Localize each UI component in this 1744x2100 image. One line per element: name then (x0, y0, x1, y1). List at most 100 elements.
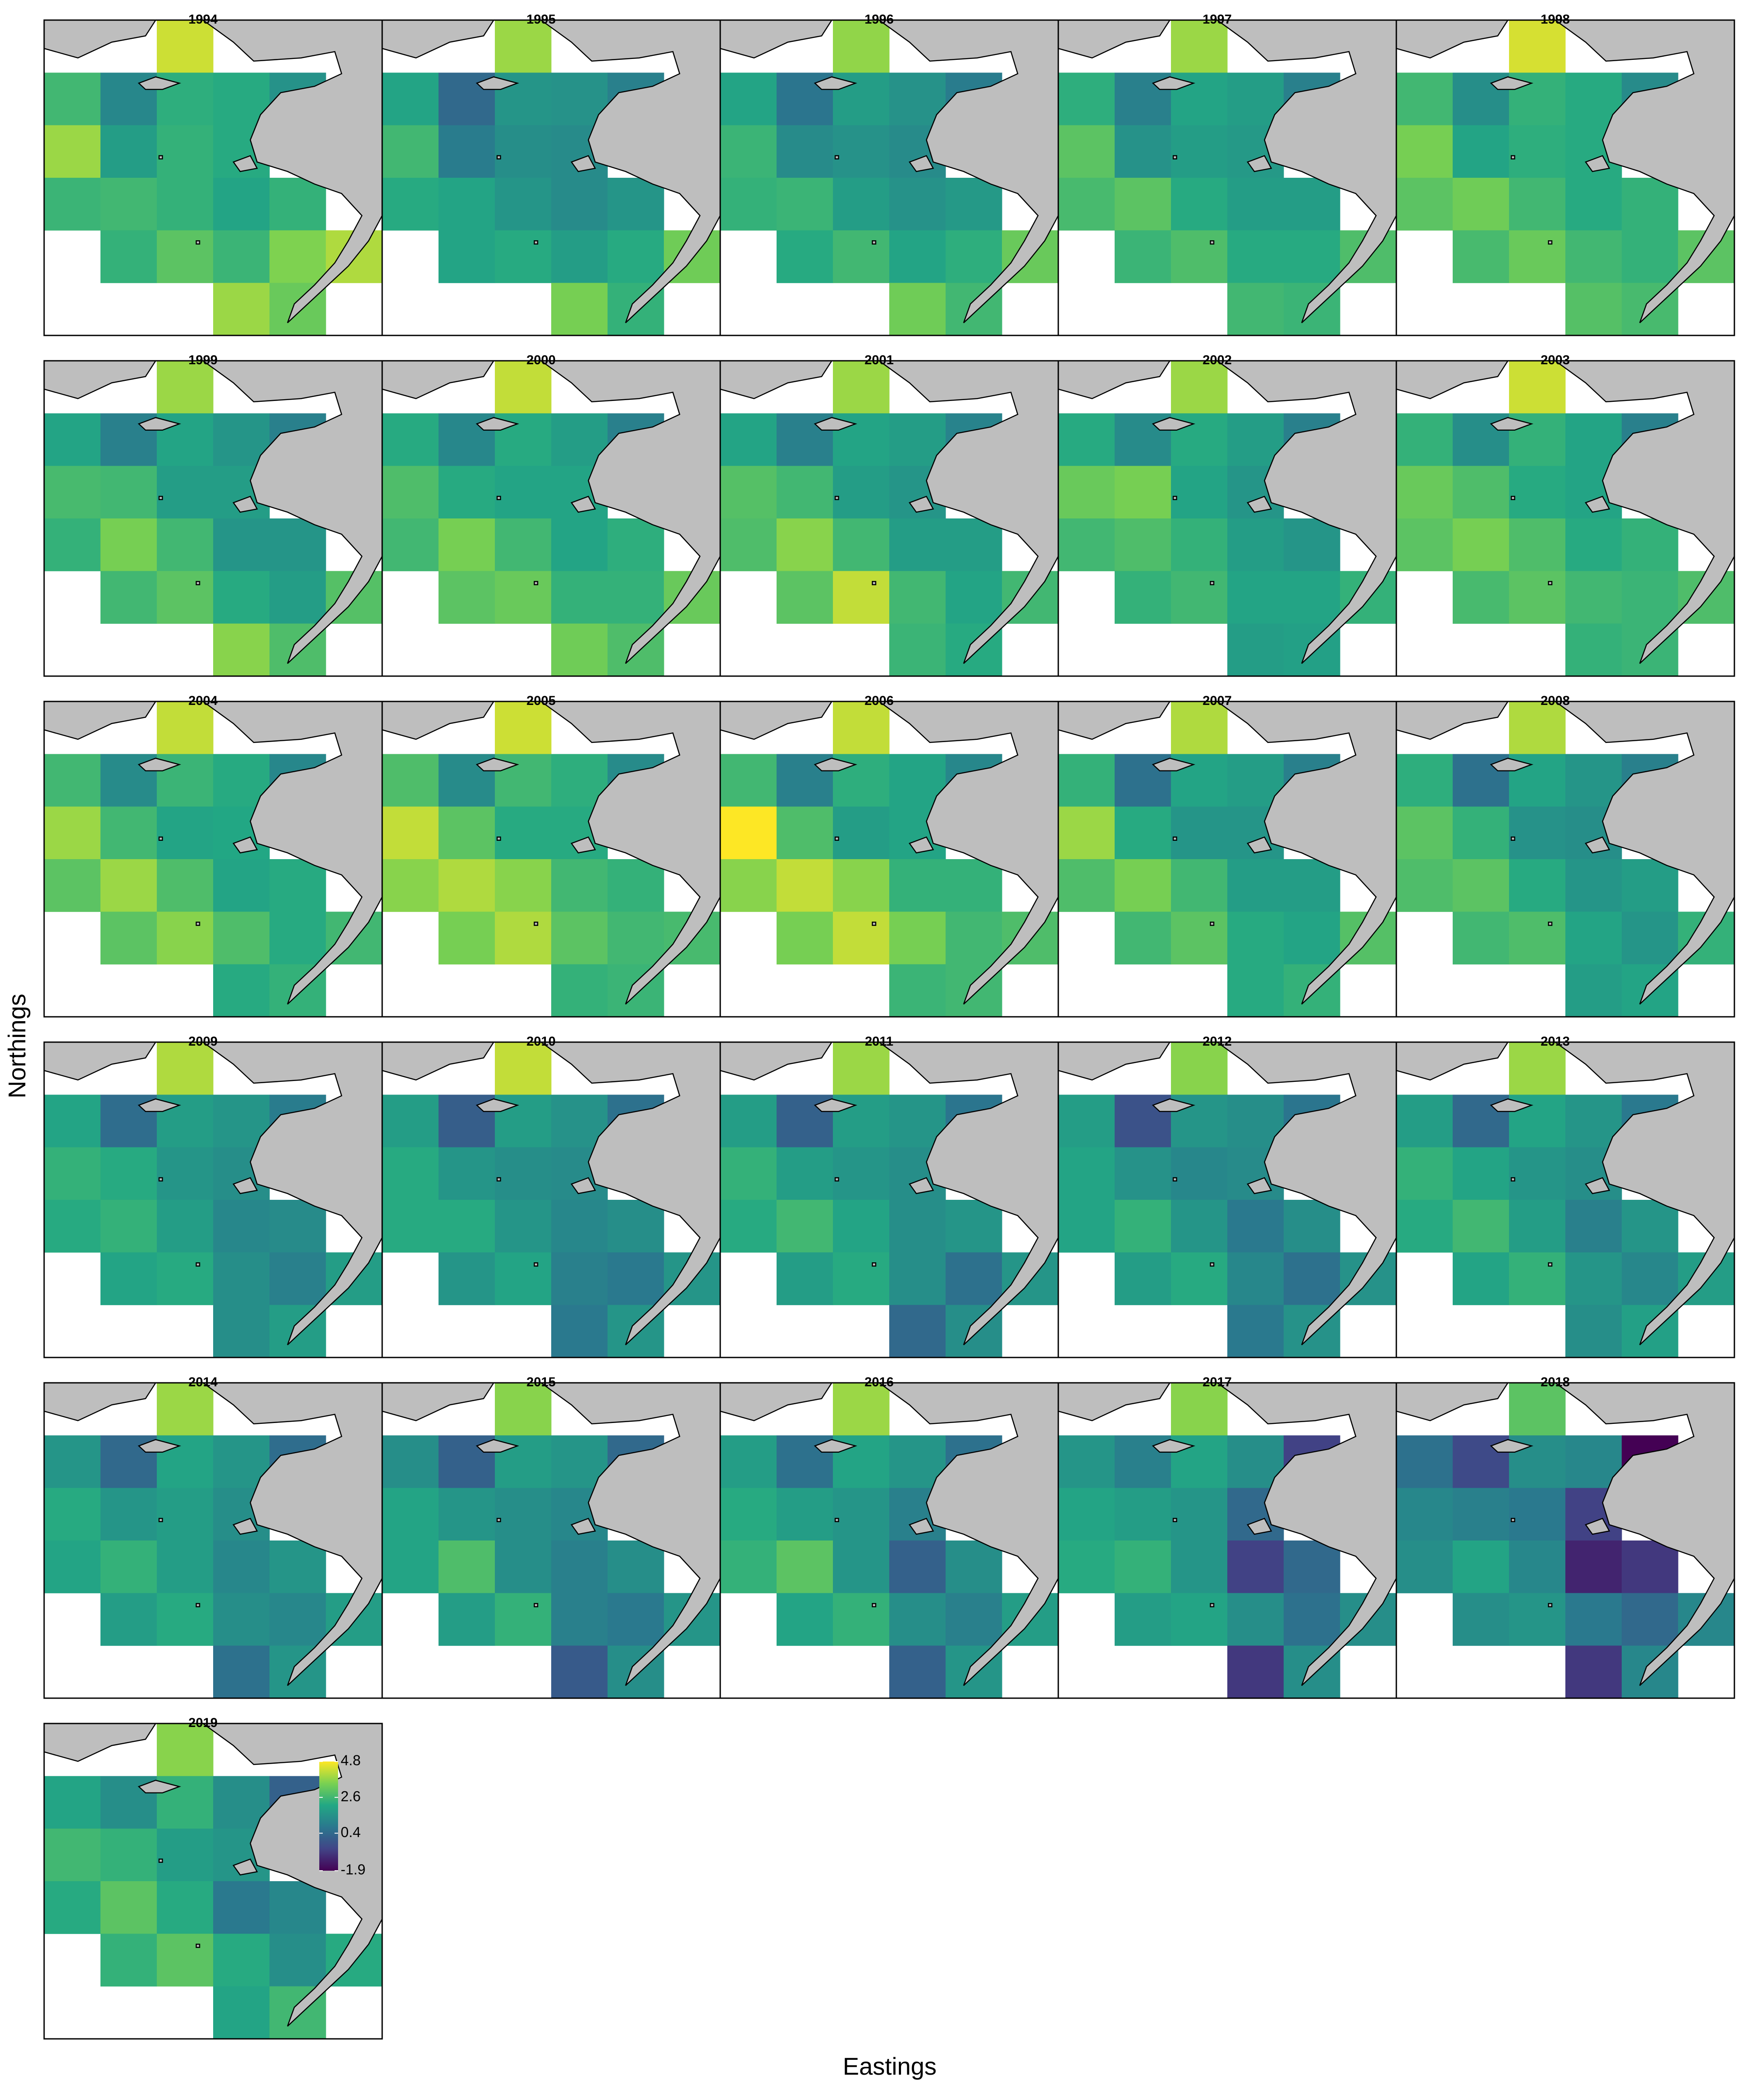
panel-body (382, 701, 720, 1017)
cell (1622, 1252, 1678, 1306)
island (1172, 1177, 1178, 1181)
cell (157, 230, 214, 283)
cell (382, 806, 439, 860)
land (1058, 701, 1171, 740)
island (1585, 495, 1610, 513)
cell (608, 859, 664, 912)
cell (608, 518, 664, 571)
cell (889, 1540, 946, 1593)
island (1510, 1518, 1516, 1522)
panel-title: 1996 (864, 12, 894, 27)
panel-body (720, 20, 1058, 335)
cell (157, 1724, 214, 1776)
cell (720, 1147, 777, 1200)
island (196, 922, 200, 926)
land (1058, 1383, 1171, 1421)
cell (213, 1540, 270, 1593)
colorbar-tick-label: 2.6 (341, 1788, 361, 1804)
island (534, 922, 539, 926)
island (570, 836, 596, 853)
island (1210, 922, 1215, 926)
panel: 2014 (43, 1375, 383, 1699)
cell (777, 912, 833, 965)
cell (1115, 571, 1171, 624)
cell (100, 571, 157, 624)
cell (1058, 1435, 1115, 1489)
panel-title: 2010 (526, 1034, 556, 1049)
cell (551, 1305, 608, 1357)
panel-title: 2008 (1540, 694, 1570, 708)
island (1152, 1439, 1195, 1453)
cell (777, 571, 833, 624)
cell (495, 1383, 552, 1436)
cell (44, 754, 101, 807)
cell (439, 1488, 495, 1541)
land (878, 1042, 1058, 1346)
cell (551, 230, 608, 283)
cell (1396, 1435, 1453, 1489)
panel-body (44, 701, 382, 1017)
cell (213, 859, 270, 912)
cell (1115, 125, 1171, 178)
cell (1058, 754, 1115, 807)
cell (1227, 1200, 1284, 1253)
panel: 2013 (1395, 1034, 1735, 1358)
cell (1171, 1252, 1228, 1306)
panel: 1995 (381, 12, 721, 336)
cell (1453, 125, 1509, 178)
panel-border (1395, 1041, 1735, 1358)
island (232, 1177, 258, 1194)
cell (1171, 20, 1228, 73)
cell (100, 1934, 157, 1987)
land (382, 701, 494, 740)
land (720, 1042, 832, 1081)
cell (213, 230, 270, 283)
island (872, 1262, 877, 1267)
cell (439, 518, 495, 571)
cell (1227, 1305, 1284, 1357)
cell (1565, 1540, 1622, 1593)
panel-body (382, 361, 720, 676)
cell (1227, 1540, 1284, 1593)
land (1216, 1042, 1396, 1346)
cell (833, 361, 890, 414)
cell (495, 1540, 552, 1593)
cell (100, 1147, 157, 1200)
panel-body (1058, 361, 1396, 676)
cell (100, 859, 157, 912)
cell (1058, 518, 1115, 571)
panel: 2017 (1057, 1375, 1397, 1699)
cell (213, 178, 270, 231)
cell (44, 178, 101, 231)
cell (157, 1252, 214, 1306)
cell (777, 1252, 833, 1306)
cell (100, 178, 157, 231)
island (908, 836, 934, 853)
panel-title: 1997 (1202, 12, 1232, 27)
island (138, 1098, 181, 1112)
cell (551, 1252, 608, 1306)
cell (1565, 230, 1622, 283)
cell (495, 20, 552, 73)
cell (946, 178, 1002, 231)
island (232, 495, 258, 513)
panel-title: 2019 (188, 1716, 218, 1730)
island (1510, 155, 1516, 159)
cell (1565, 571, 1622, 624)
cell (777, 518, 833, 571)
island (1490, 76, 1533, 90)
island (1548, 240, 1553, 245)
land (540, 1042, 720, 1346)
cell (495, 125, 552, 178)
cell (1227, 1645, 1284, 1698)
cell (44, 518, 101, 571)
panel-title: 2012 (1202, 1034, 1232, 1049)
cell (100, 1252, 157, 1306)
island (570, 155, 596, 172)
y-axis-label: Northings (3, 994, 31, 1098)
island (496, 496, 501, 500)
cell (1453, 230, 1509, 283)
panel: 2009 (43, 1034, 383, 1358)
cell (946, 571, 1002, 624)
island (814, 757, 857, 772)
